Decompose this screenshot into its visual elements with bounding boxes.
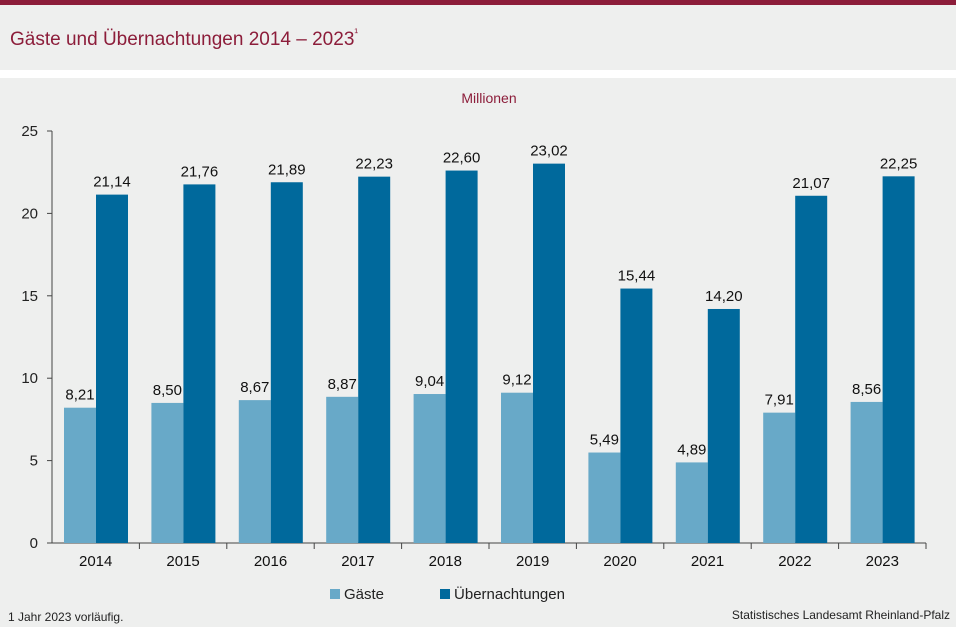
bar-gaeste <box>238 400 271 543</box>
chart-title: Gäste und Übernachtungen 2014 – 2023¹ <box>10 27 359 51</box>
y-tick-label: 10 <box>21 370 38 387</box>
chart-title-text: Gäste und Übernachtungen 2014 – 2023 <box>10 29 355 50</box>
data-label-uebernachtungen: 21,76 <box>181 163 219 180</box>
header-separator <box>0 70 956 78</box>
top-accent-bar <box>0 0 956 5</box>
x-tick-label: 2014 <box>79 553 112 570</box>
footnote: 1 Jahr 2023 vorläufig. <box>8 610 124 624</box>
bar-uebernachtungen <box>358 176 391 543</box>
bar-gaeste <box>151 402 184 543</box>
source-note: Statistisches Landesamt Rheinland-Pfalz <box>731 608 950 622</box>
y-tick-label: 5 <box>30 453 38 470</box>
bar-gaeste <box>64 407 96 543</box>
data-label-uebernachtungen: 23,02 <box>530 143 568 160</box>
data-label-gaeste: 9,12 <box>502 372 531 389</box>
legend-label-uebernachtungen: Übernachtungen <box>454 585 565 603</box>
x-tick-label: 2022 <box>778 553 811 570</box>
data-label-uebernachtungen: 14,20 <box>705 288 743 305</box>
data-label-uebernachtungen: 22,23 <box>355 156 393 173</box>
data-label-gaeste: 8,50 <box>153 382 182 399</box>
data-label-gaeste: 5,49 <box>590 432 619 449</box>
data-label-uebernachtungen: 21,14 <box>93 174 131 191</box>
x-tick-label: 2017 <box>341 553 374 570</box>
unit-label: Millionen <box>461 90 517 106</box>
data-label-uebernachtungen: 15,44 <box>618 268 656 285</box>
data-label-uebernachtungen: 21,89 <box>268 161 306 178</box>
bar-uebernachtungen <box>620 288 653 543</box>
bar-uebernachtungen <box>882 176 915 543</box>
data-label-gaeste: 7,91 <box>765 392 794 409</box>
y-tick-label: 15 <box>21 288 38 305</box>
bar-gaeste <box>326 396 359 543</box>
legend-item-uebernachtungen: Übernachtungen <box>440 586 565 603</box>
bar-uebernachtungen <box>707 308 740 543</box>
legend-label-gaeste: Gäste <box>344 585 385 603</box>
bar-gaeste <box>501 392 533 543</box>
bar-uebernachtungen <box>795 195 828 543</box>
data-label-gaeste: 8,21 <box>65 387 94 404</box>
x-tick-label: 2016 <box>254 553 287 570</box>
data-label-gaeste: 8,87 <box>328 376 357 393</box>
x-tick-label: 2023 <box>866 553 899 570</box>
legend: Gäste Übernachtungen <box>330 585 621 603</box>
bar-gaeste <box>413 394 446 543</box>
chart-title-footnote-mark: ¹ <box>354 27 359 39</box>
data-label-gaeste: 4,89 <box>677 441 706 458</box>
data-label-uebernachtungen: 21,07 <box>792 175 830 192</box>
bar-uebernachtungen <box>533 163 565 543</box>
legend-swatch-gaeste <box>330 589 340 599</box>
data-label-uebernachtungen: 22,25 <box>880 155 918 172</box>
bar-uebernachtungen <box>183 184 216 543</box>
x-tick-label: 2020 <box>603 553 636 570</box>
bar-uebernachtungen <box>96 194 128 543</box>
legend-swatch-uebernachtungen <box>440 589 451 599</box>
bar-uebernachtungen <box>270 182 303 543</box>
x-tick-label: 2018 <box>429 553 462 570</box>
data-label-gaeste: 8,67 <box>240 379 269 396</box>
bar-gaeste <box>675 462 708 543</box>
bar-uebernachtungen <box>445 170 478 543</box>
x-tick-label: 2019 <box>516 553 549 570</box>
bar-gaeste <box>850 401 883 543</box>
data-label-gaeste: 9,04 <box>415 373 444 390</box>
y-tick-label: 20 <box>21 205 38 222</box>
x-tick-label: 2021 <box>691 553 724 570</box>
y-tick-label: 0 <box>30 535 38 552</box>
y-tick-label: 25 <box>21 123 38 140</box>
header: Gäste und Übernachtungen 2014 – 2023¹ <box>0 5 956 70</box>
bar-gaeste <box>763 412 796 543</box>
legend-item-gaeste: Gäste <box>330 586 384 603</box>
data-label-uebernachtungen: 22,60 <box>443 150 481 167</box>
bar-gaeste <box>588 452 621 543</box>
data-label-gaeste: 8,56 <box>852 381 881 398</box>
x-tick-label: 2015 <box>166 553 199 570</box>
